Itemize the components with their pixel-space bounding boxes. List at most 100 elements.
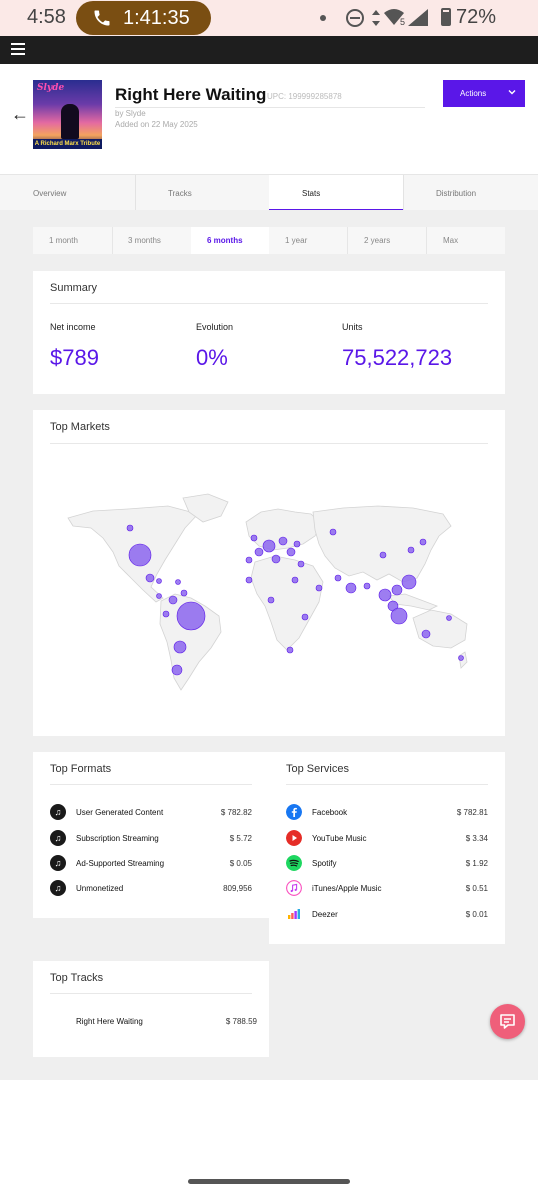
market-bubble-mexico xyxy=(145,573,155,583)
market-bubble-nigeria xyxy=(267,596,275,604)
track-row[interactable]: Right Here Waiting $ 788.59 xyxy=(50,1012,257,1032)
evolution-label: Evolution xyxy=(196,322,234,332)
period-divider xyxy=(347,227,348,254)
service-value: $ 782.81 xyxy=(456,808,488,817)
tab-distribution[interactable]: Distribution xyxy=(436,189,477,198)
service-row: Spotify $ 1.92 xyxy=(286,854,488,874)
status-time: 4:58 xyxy=(27,6,66,28)
tab-tracks[interactable]: Tracks xyxy=(168,189,192,198)
data-arrows-icon xyxy=(372,10,380,26)
status-bar: 4:58 1:41:35 5 72% xyxy=(0,0,538,36)
cover-brand: Slyde xyxy=(37,83,65,93)
music-note-icon: ♫ xyxy=(50,880,66,896)
battery-icon xyxy=(441,8,451,26)
title-divider xyxy=(115,107,425,108)
service-name: Spotify xyxy=(312,859,337,868)
card-divider xyxy=(286,784,488,785)
market-bubble-kenya xyxy=(301,613,309,621)
release-header: ← Slyde A Richard Marx Tribute Right Her… xyxy=(0,64,538,174)
service-row: Deezer $ 0.01 xyxy=(286,905,488,925)
tab-stats[interactable]: Stats xyxy=(269,175,403,211)
market-bubble-india xyxy=(345,582,357,594)
top-tracks-card: Top Tracks Right Here Waiting $ 788.59 xyxy=(33,961,269,1057)
period-6-months[interactable]: 6 months xyxy=(191,227,269,254)
period-max[interactable]: Max xyxy=(443,236,459,245)
market-bubble-china xyxy=(379,551,387,559)
home-indicator[interactable] xyxy=(188,1179,350,1184)
release-artist: by Slyde xyxy=(115,109,146,118)
market-bubble-france xyxy=(254,547,264,557)
map-africa xyxy=(250,555,324,651)
top-services-title: Top Services xyxy=(286,763,349,775)
market-bubble-brazil xyxy=(176,601,206,631)
net-income-value: $789 xyxy=(50,345,99,370)
format-name: Subscription Streaming xyxy=(76,834,159,843)
market-bubble-peru xyxy=(162,610,170,618)
format-name: Unmonetized xyxy=(76,884,124,893)
service-name: Deezer xyxy=(312,910,338,919)
market-bubble-saudi-arabia xyxy=(315,584,323,592)
card-divider xyxy=(50,993,252,994)
spotify-icon xyxy=(286,855,302,871)
map-greenland xyxy=(182,493,229,523)
period-2-years[interactable]: 2 years xyxy=(364,236,391,245)
market-bubble-uk xyxy=(250,534,258,542)
market-bubble-pakistan xyxy=(334,574,342,582)
notification-dot-icon xyxy=(320,15,326,21)
format-row: ♫ User Generated Content $ 782.82 xyxy=(50,803,252,823)
market-bubble-ecuador xyxy=(156,593,162,599)
summary-card: Summary Net income $789 Evolution 0% Uni… xyxy=(33,271,505,394)
market-bubble-usa xyxy=(128,543,152,567)
app-bar xyxy=(0,36,538,64)
market-bubble-thailand xyxy=(378,588,392,602)
chat-support-button[interactable] xyxy=(490,1004,525,1039)
deezer-icon xyxy=(288,909,300,919)
map-australia xyxy=(412,609,468,649)
call-duration: 1:41:35 xyxy=(123,7,190,29)
market-bubble-caribbean xyxy=(175,579,181,585)
card-divider xyxy=(50,784,252,785)
ongoing-call-chip[interactable]: 1:41:35 xyxy=(76,1,211,35)
market-bubble-japan xyxy=(419,538,427,546)
status-icons xyxy=(320,9,428,27)
period-1-year[interactable]: 1 year xyxy=(285,236,308,245)
actions-label: Actions xyxy=(460,89,487,98)
stats-content: 1 month 3 months 6 months 1 year 2 years… xyxy=(0,210,538,1080)
format-name: User Generated Content xyxy=(76,808,164,817)
market-bubble-australia xyxy=(421,629,431,639)
market-bubble-germany xyxy=(262,539,276,553)
track-value: $ 788.59 xyxy=(225,1017,257,1026)
service-value: $ 3.34 xyxy=(465,834,488,843)
release-cover-art: Slyde A Richard Marx Tribute xyxy=(33,80,102,149)
service-value: $ 1.92 xyxy=(465,859,488,868)
market-bubbles xyxy=(126,524,464,676)
wifi-icon xyxy=(384,9,404,25)
card-divider xyxy=(50,303,488,304)
cover-silhouette xyxy=(61,104,79,139)
market-bubble-italy xyxy=(271,554,281,564)
cover-banner: A Richard Marx Tribute xyxy=(33,139,102,149)
track-name: Right Here Waiting xyxy=(76,1017,143,1026)
map-asia xyxy=(312,505,452,583)
market-bubble-indonesia xyxy=(390,607,408,625)
market-bubble-korea xyxy=(407,546,415,554)
period-1-month[interactable]: 1 month xyxy=(49,236,78,245)
music-note-icon: ♫ xyxy=(50,804,66,820)
market-bubble-russia xyxy=(329,528,337,536)
signal-badge: 5 xyxy=(400,17,406,27)
menu-icon[interactable] xyxy=(11,43,25,55)
world-map[interactable] xyxy=(33,410,505,736)
period-3-months[interactable]: 3 months xyxy=(128,236,161,245)
tab-overview[interactable]: Overview xyxy=(33,189,67,198)
music-note-icon: ♫ xyxy=(50,855,66,871)
battery-level: 72% xyxy=(455,6,496,28)
market-bubble-poland xyxy=(278,536,288,546)
period-divider xyxy=(426,227,427,254)
top-markets-card: Top Markets xyxy=(33,410,505,736)
phone-icon xyxy=(94,10,110,26)
back-arrow-icon[interactable]: ← xyxy=(11,104,29,124)
service-name: YouTube Music xyxy=(312,834,367,843)
facebook-icon xyxy=(286,804,302,820)
actions-button[interactable]: Actions xyxy=(443,80,525,107)
format-value: $ 5.72 xyxy=(229,834,252,843)
